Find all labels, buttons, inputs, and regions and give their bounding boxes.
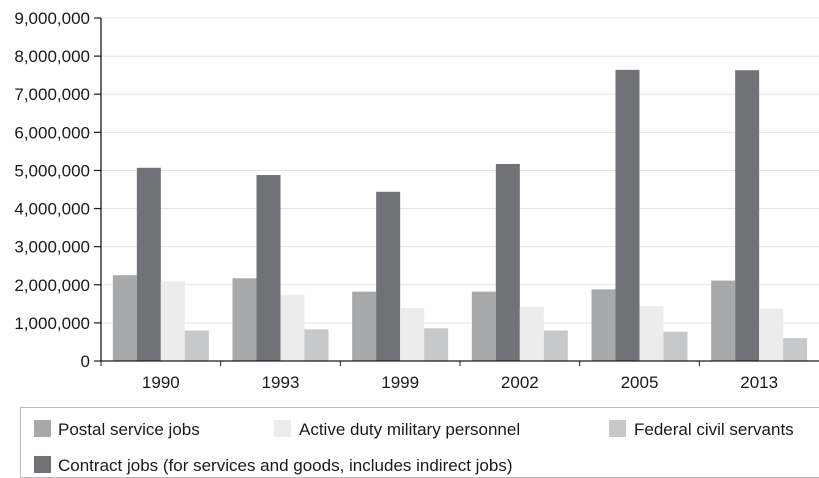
bar <box>256 175 281 361</box>
bar <box>495 163 520 361</box>
legend: Postal service jobs Active duty military … <box>20 407 819 478</box>
bar <box>591 289 616 361</box>
bars <box>112 69 808 361</box>
x-tick-label: 2002 <box>501 373 539 392</box>
y-tick-label: 1,000,000 <box>14 314 90 333</box>
bar <box>735 70 760 361</box>
bar <box>663 331 688 361</box>
bar <box>280 294 305 361</box>
bar <box>519 306 544 361</box>
bar <box>424 328 449 361</box>
y-tick-label: 3,000,000 <box>14 238 90 257</box>
legend-label: Postal service jobs <box>58 420 200 439</box>
axes: 0 1,000,000 2,000,000 3,000,000 4,000,000 5,0… <box>14 9 819 392</box>
x-tick-label: 2005 <box>621 373 659 392</box>
bar <box>400 308 425 361</box>
y-tick-label: 8,000,000 <box>14 47 90 66</box>
legend-label: Federal civil servants <box>634 420 794 439</box>
bar <box>160 281 185 361</box>
y-tick-label: 0 <box>81 352 90 371</box>
x-tick-label: 1990 <box>142 373 180 392</box>
bar <box>759 308 784 361</box>
legend-swatch <box>609 420 626 437</box>
bar <box>376 191 401 361</box>
y-tick-label: 9,000,000 <box>14 9 90 28</box>
y-tick-label: 4,000,000 <box>14 200 90 219</box>
bar <box>471 291 496 361</box>
grid-lines <box>101 17 819 324</box>
bar <box>711 280 736 361</box>
bar <box>304 329 329 361</box>
bar <box>112 275 137 361</box>
x-tick-label: 1999 <box>381 373 419 392</box>
y-tick-label: 2,000,000 <box>14 276 90 295</box>
bar <box>352 291 377 361</box>
bar <box>136 167 161 361</box>
legend-swatch <box>34 456 51 473</box>
bar <box>615 69 640 361</box>
y-tick-label: 5,000,000 <box>14 161 90 180</box>
bar <box>543 330 568 361</box>
x-tick-label: 1993 <box>262 373 300 392</box>
legend-swatch <box>274 420 291 437</box>
bar <box>639 306 664 361</box>
bar <box>783 338 808 361</box>
legend-swatch <box>34 420 51 437</box>
bar <box>184 330 209 361</box>
y-tick-label: 6,000,000 <box>14 123 90 142</box>
legend-label: Contract jobs (for services and goods, i… <box>58 456 513 475</box>
y-tick-label: 7,000,000 <box>14 85 90 104</box>
x-tick-label: 2013 <box>740 373 778 392</box>
bar <box>232 278 257 361</box>
legend-label: Active duty military personnel <box>299 420 520 439</box>
